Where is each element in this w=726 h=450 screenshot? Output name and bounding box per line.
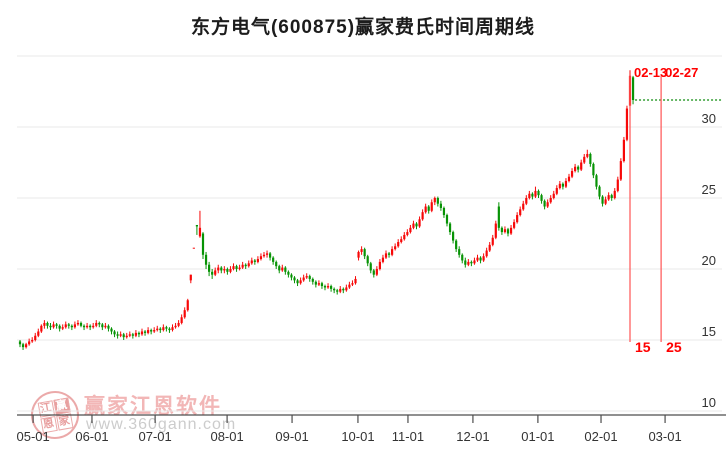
y-tick-label: 25 bbox=[702, 182, 716, 197]
fib-date-label: 02-27 bbox=[665, 65, 698, 80]
watermark-brand-text: 赢家江恩软件 bbox=[84, 395, 222, 418]
x-axis: 05-01 06-01 07-01 08-01 09-01 10-01 11-01 12-01… bbox=[16, 414, 726, 444]
y-tick-label: 15 bbox=[702, 324, 716, 339]
x-tick-label: 01-01 bbox=[521, 429, 554, 444]
fib-time-lines: 02-13 15 02-27 25 bbox=[629, 65, 698, 355]
fib-date-label: 02-13 bbox=[634, 65, 667, 80]
watermark-url-text: www.360gann.com bbox=[86, 416, 237, 433]
x-tick-label: 06-01 bbox=[75, 429, 108, 444]
chart-title: 东方电气(600875)赢家费氏时间周期线 bbox=[190, 17, 536, 38]
y-tick-label: 10 bbox=[702, 395, 716, 410]
x-tick-label: 08-01 bbox=[210, 429, 243, 444]
x-tick-label: 07-01 bbox=[138, 429, 171, 444]
grid-lines bbox=[17, 55, 722, 412]
y-tick-label: 30 bbox=[702, 111, 716, 126]
x-tick-label: 02-01 bbox=[584, 429, 617, 444]
fib-count-label: 15 bbox=[635, 339, 651, 355]
x-tick-label: 11-01 bbox=[392, 429, 424, 444]
candles bbox=[18, 70, 635, 350]
x-tick-label: 03-01 bbox=[648, 429, 681, 444]
y-axis-labels: 10 15 20 25 30 bbox=[702, 111, 716, 410]
y-tick-label: 20 bbox=[702, 253, 716, 268]
fib-count-label: 25 bbox=[666, 339, 682, 355]
x-tick-label: 09-01 bbox=[275, 429, 308, 444]
x-tick-label: 12-01 bbox=[456, 429, 489, 444]
x-tick-label: 10-01 bbox=[341, 429, 374, 444]
x-tick-label: 05-01 bbox=[16, 429, 49, 444]
